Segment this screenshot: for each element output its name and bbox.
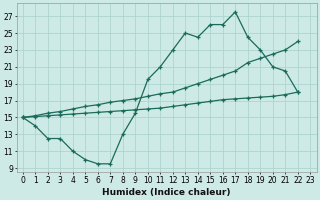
- X-axis label: Humidex (Indice chaleur): Humidex (Indice chaleur): [102, 188, 231, 197]
